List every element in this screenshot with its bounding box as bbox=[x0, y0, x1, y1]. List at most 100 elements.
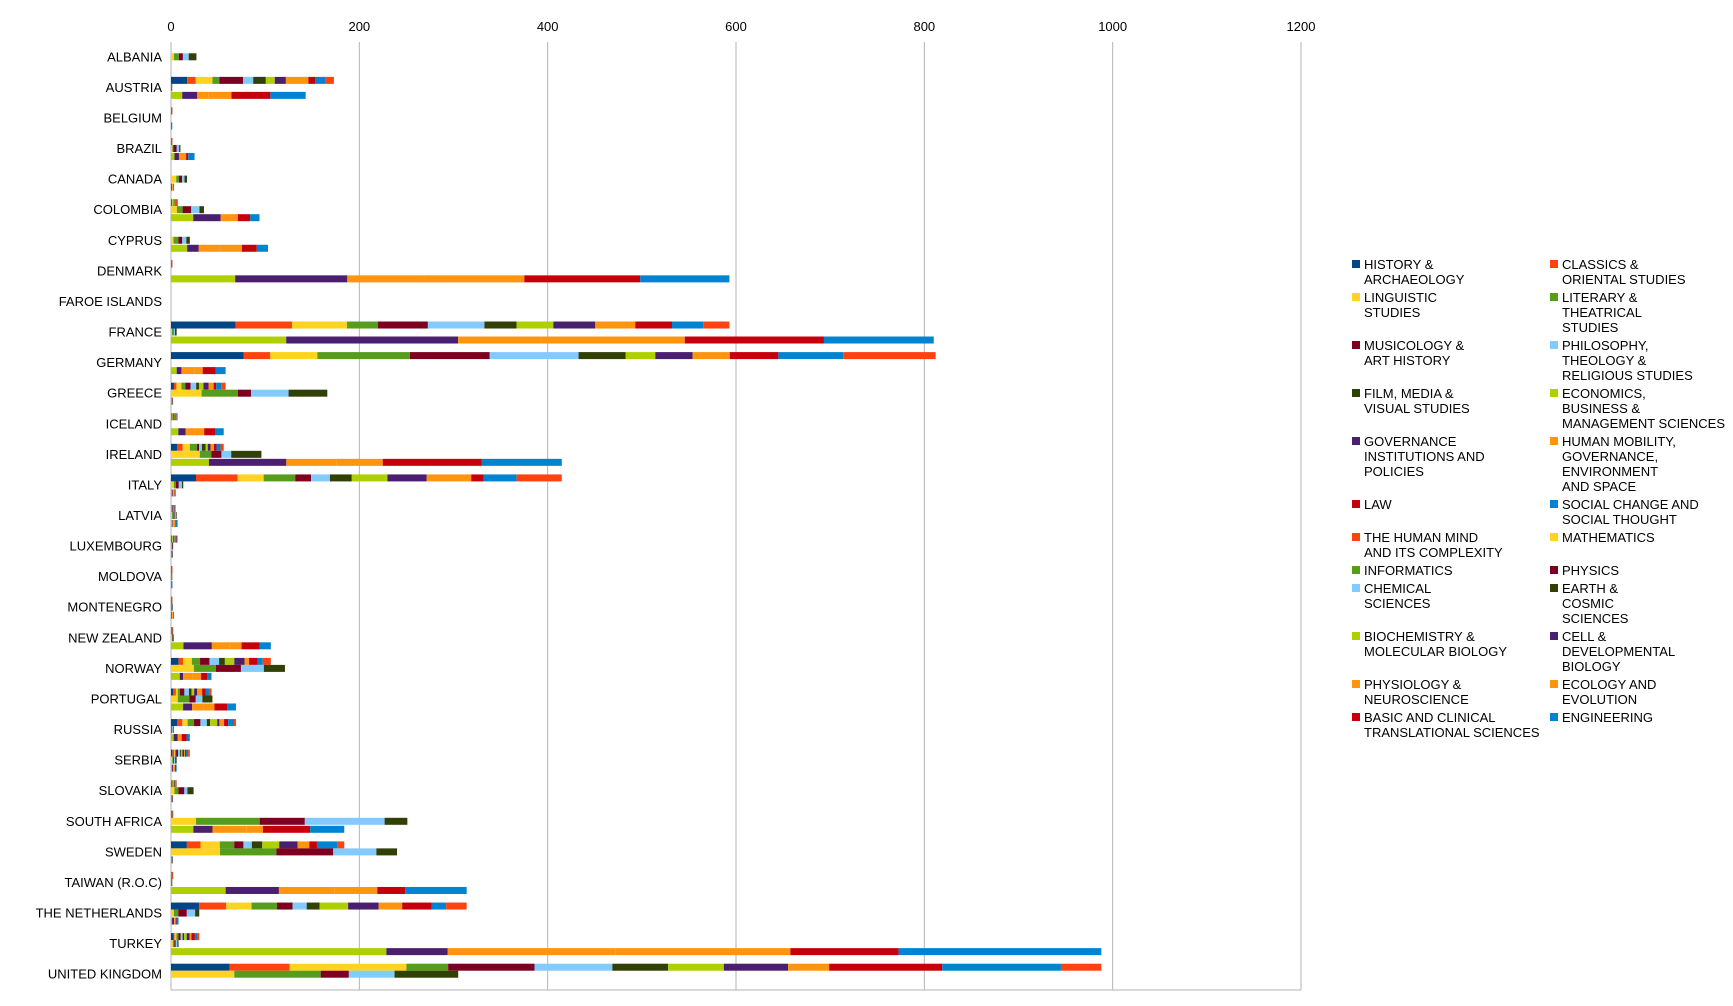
bar-segment bbox=[177, 199, 178, 207]
bar-segment bbox=[174, 199, 176, 207]
bar-segment bbox=[211, 450, 222, 458]
bar-segment bbox=[204, 428, 215, 436]
bar-segment bbox=[334, 886, 378, 894]
bar-segment bbox=[186, 841, 201, 849]
bar-segment bbox=[246, 825, 263, 833]
bar-segment bbox=[172, 512, 174, 519]
legend-swatch bbox=[1550, 260, 1558, 268]
y-category-label: IRELAND bbox=[106, 447, 162, 462]
bar-segment bbox=[823, 336, 934, 344]
bar-segment bbox=[333, 848, 377, 856]
bar-segment bbox=[175, 535, 176, 543]
bar-segment bbox=[171, 603, 173, 611]
bar-segment bbox=[387, 474, 427, 482]
bar-segment bbox=[177, 695, 190, 703]
bar-segment bbox=[216, 443, 221, 451]
bar-segment bbox=[172, 550, 173, 558]
bar-segment bbox=[173, 328, 175, 336]
bar-segment bbox=[541, 336, 685, 344]
y-category-label: BELGIUM bbox=[103, 110, 162, 125]
bar-segment bbox=[241, 244, 257, 252]
bar-segment bbox=[173, 933, 175, 941]
legend-swatch bbox=[1550, 632, 1558, 640]
bar-segment bbox=[173, 489, 175, 497]
bar-segment bbox=[182, 206, 192, 214]
y-category-label: BRAZIL bbox=[116, 141, 162, 156]
bar-segment bbox=[171, 91, 183, 99]
bar-segment bbox=[176, 749, 179, 757]
bar-segment bbox=[297, 841, 310, 849]
y-category-label: ICELAND bbox=[106, 416, 162, 431]
bar-segment bbox=[174, 328, 177, 336]
bar-segment bbox=[329, 474, 352, 482]
bar-segment bbox=[175, 481, 179, 489]
bar-segment bbox=[173, 236, 179, 244]
bar-segment bbox=[171, 53, 174, 61]
bar-segment bbox=[180, 933, 183, 941]
bar-segment bbox=[270, 352, 318, 360]
bar-segment bbox=[250, 214, 260, 222]
bar-segment bbox=[171, 413, 172, 421]
bar-segment bbox=[202, 367, 216, 375]
bar-segment bbox=[171, 573, 172, 581]
bar-segment bbox=[217, 719, 220, 727]
bar-segment bbox=[171, 474, 196, 482]
bar-segment bbox=[173, 634, 174, 642]
bar-segment bbox=[173, 611, 175, 619]
bar-segment bbox=[309, 841, 317, 849]
bar-segment bbox=[612, 963, 669, 971]
x-tick-label: 200 bbox=[348, 19, 370, 34]
legend-label: MATHEMATICS bbox=[1562, 530, 1655, 545]
legend-entry: BASIC AND CLINICAL TRANSLATIONAL SCIENCE… bbox=[1352, 710, 1550, 740]
legend-label: PHILOSOPHY, THEOLOGY & RELIGIOUS STUDIES bbox=[1562, 338, 1693, 383]
bar-segment bbox=[171, 367, 177, 375]
bar-segment bbox=[243, 841, 252, 849]
bar-segment bbox=[171, 244, 188, 252]
bar-segment bbox=[174, 749, 175, 757]
legend-label: HUMAN MOBILITY, GOVERNANCE, ENVIRONMENT … bbox=[1562, 434, 1676, 494]
bar-segment bbox=[220, 214, 231, 222]
bar-segment bbox=[171, 611, 172, 619]
bar-segment bbox=[263, 474, 296, 482]
bar-segment bbox=[178, 428, 186, 436]
bar-segment bbox=[229, 963, 290, 971]
bar-segment bbox=[171, 107, 173, 115]
bar-segment bbox=[234, 970, 321, 978]
legend-swatch bbox=[1352, 437, 1360, 445]
bar-segment bbox=[174, 780, 175, 788]
legend-swatch bbox=[1352, 500, 1360, 508]
bar-segment bbox=[295, 474, 312, 482]
legend-entry: BIOCHEMISTRY & MOLECULAR BIOLOGY bbox=[1352, 629, 1550, 674]
bar-segment bbox=[171, 963, 230, 971]
bar-segment bbox=[171, 933, 174, 941]
bar-segment bbox=[171, 489, 173, 497]
bar-segment bbox=[171, 611, 173, 619]
bar-segment bbox=[171, 795, 172, 803]
bar-segment bbox=[178, 657, 184, 665]
bar-segment bbox=[172, 795, 174, 803]
bar-segment bbox=[173, 611, 174, 619]
y-category-label: FRANCE bbox=[109, 325, 163, 340]
bar-segment bbox=[184, 787, 188, 795]
bar-segment bbox=[173, 481, 176, 489]
bar-segment bbox=[171, 856, 172, 864]
bar-segment bbox=[172, 634, 174, 642]
bar-segment bbox=[198, 382, 204, 390]
bar-segment bbox=[172, 871, 174, 879]
bar-segment bbox=[174, 780, 176, 788]
bar-segment bbox=[171, 856, 173, 864]
bar-segment bbox=[171, 505, 172, 512]
legend-swatch bbox=[1352, 260, 1360, 268]
bar-segment bbox=[174, 917, 175, 925]
bar-segment bbox=[279, 841, 298, 849]
bar-segment bbox=[183, 672, 193, 680]
bar-segment bbox=[184, 175, 188, 183]
legend-swatch bbox=[1550, 437, 1558, 445]
bar-segment bbox=[237, 474, 264, 482]
bar-segment bbox=[172, 795, 173, 803]
bar-segment bbox=[194, 367, 203, 375]
bar-segment bbox=[286, 336, 459, 344]
bar-segment bbox=[192, 672, 202, 680]
legend-swatch bbox=[1550, 680, 1558, 688]
bar-segment bbox=[256, 244, 268, 252]
